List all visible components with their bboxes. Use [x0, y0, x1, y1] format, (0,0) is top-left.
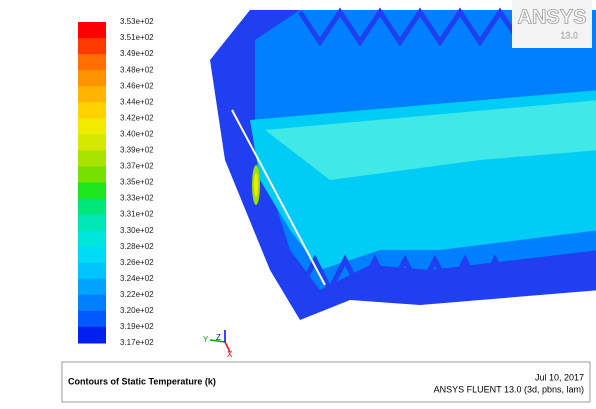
triad-z-label: Z — [216, 333, 221, 342]
colorbar-label: 3.49e+02 — [120, 49, 154, 58]
triad-x-label: X — [227, 350, 233, 359]
colorbar-label: 3.33e+02 — [120, 194, 154, 203]
color-band — [78, 70, 106, 87]
fluent-window: 3.53e+02 3.51e+02 3.49e+02 3.48e+02 3.46e+02… — [0, 0, 596, 409]
colorbar-label: 3.51e+02 — [120, 33, 154, 42]
logo-version: 13.0 — [560, 30, 578, 40]
color-band — [78, 199, 106, 216]
footer-version: ANSYS FLUENT 13.0 (3d, pbns, lam) — [434, 384, 584, 394]
color-band — [78, 38, 106, 55]
color-band — [78, 22, 106, 39]
colorbar-label: 3.46e+02 — [120, 81, 154, 90]
colorbar-label: 3.48e+02 — [120, 65, 154, 74]
footer-title: Contours of Static Temperature (k) — [68, 376, 216, 386]
colorbar-label: 3.17e+02 — [120, 338, 154, 347]
color-band — [78, 166, 106, 183]
footer-date: Jul 10, 2017 — [535, 372, 584, 382]
color-band — [78, 54, 106, 71]
color-band — [78, 150, 106, 167]
colorbar-label: 3.31e+02 — [120, 210, 154, 219]
colorbar-label: 3.53e+02 — [120, 17, 154, 26]
colorbar-label: 3.22e+02 — [120, 290, 154, 299]
colorbar-label: 3.35e+02 — [120, 178, 154, 187]
color-band — [78, 263, 106, 280]
hot-core — [254, 173, 258, 197]
colorbar-label: 3.39e+02 — [120, 146, 154, 155]
color-band — [78, 295, 106, 312]
logo-brand: ANSYS — [518, 6, 587, 28]
color-band — [78, 86, 106, 103]
color-band — [78, 231, 106, 248]
colorbar-label: 3.19e+02 — [120, 322, 154, 331]
footer: Contours of Static Temperature (k) Jul 1… — [62, 362, 590, 402]
colorbar-label: 3.42e+02 — [120, 113, 154, 122]
color-band — [78, 247, 106, 264]
color-band — [78, 134, 106, 151]
color-band — [78, 327, 106, 344]
color-band — [78, 311, 106, 328]
colorbar-label: 3.26e+02 — [120, 258, 154, 267]
colorbar-label: 3.44e+02 — [120, 97, 154, 106]
colorbar-label: 3.28e+02 — [120, 242, 154, 251]
colorbar-label: 3.24e+02 — [120, 274, 154, 283]
colorbar-label: 3.37e+02 — [120, 162, 154, 171]
triad-y-label: Y — [203, 335, 209, 344]
color-band — [78, 183, 106, 200]
logo: ANSYS 13.0 — [512, 0, 592, 48]
color-band — [78, 118, 106, 135]
color-band — [78, 102, 106, 119]
color-band — [78, 215, 106, 232]
colorbar-label: 3.20e+02 — [120, 306, 154, 315]
colorbar-label: 3.30e+02 — [120, 226, 154, 235]
colorbar-label: 3.40e+02 — [120, 129, 154, 138]
color-band — [78, 279, 106, 296]
